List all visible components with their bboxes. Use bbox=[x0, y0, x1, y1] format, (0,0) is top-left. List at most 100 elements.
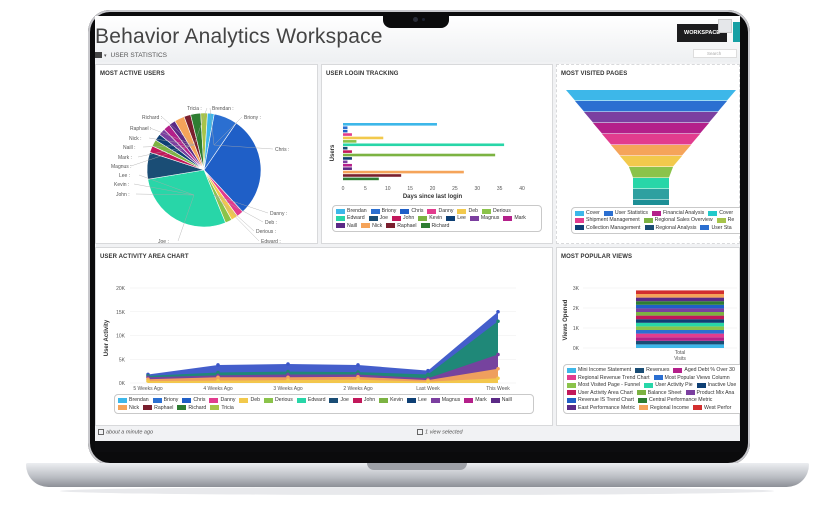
legend-swatch bbox=[637, 397, 647, 403]
legend-item[interactable]: Derious bbox=[481, 208, 511, 214]
legend-item[interactable]: John bbox=[391, 215, 414, 221]
legend-item[interactable]: West Perfor bbox=[693, 405, 731, 412]
legend-swatch bbox=[644, 225, 654, 231]
legend-item[interactable]: Inactive Use bbox=[696, 382, 736, 389]
legend-label: Raphael bbox=[154, 404, 174, 411]
legend-item[interactable]: Edward bbox=[336, 215, 365, 221]
legend-swatch bbox=[379, 397, 389, 403]
pie-leader-line bbox=[209, 107, 215, 146]
menu-icon[interactable] bbox=[95, 52, 102, 59]
panel-most-popular-views[interactable]: MOST POPULAR VIEWS 0K 1K 2K 3K Total Visits Vi… bbox=[556, 247, 740, 426]
legend-item[interactable]: Central Performance Metric bbox=[637, 397, 712, 404]
legend-item[interactable]: User Activity Pie bbox=[644, 382, 693, 389]
breadcrumb[interactable]: ▾ USER STATISTICS bbox=[95, 52, 167, 59]
legend-item[interactable]: Lee bbox=[407, 397, 427, 404]
x-tick-label: 0 bbox=[342, 186, 345, 192]
panel-most-visited-pages[interactable]: MOST VISITED PAGES Cover User Statistics F… bbox=[556, 64, 740, 244]
legend-item[interactable]: Richard bbox=[420, 223, 449, 229]
legend-item[interactable]: Revenues bbox=[635, 367, 669, 374]
legend-item[interactable]: Brendan bbox=[336, 208, 367, 214]
legend-item[interactable]: Re bbox=[716, 217, 734, 223]
selection-status: 1 view selected bbox=[417, 429, 463, 435]
legend-item[interactable]: Cover bbox=[708, 210, 733, 216]
legend-item[interactable]: Deb bbox=[457, 208, 478, 214]
stacked-segment bbox=[636, 312, 724, 316]
legend-item[interactable]: Tricia bbox=[210, 405, 234, 412]
area-series bbox=[148, 378, 498, 383]
workspace-button[interactable]: WORKSPACE bbox=[677, 24, 727, 42]
legend-swatch bbox=[567, 382, 576, 388]
area-point bbox=[496, 366, 500, 371]
legend-swatch bbox=[368, 215, 378, 221]
x-tick-label: 5 bbox=[364, 186, 367, 192]
x-tick-label: 25 bbox=[452, 186, 458, 192]
legend-item[interactable]: Chris bbox=[182, 397, 205, 404]
legend-item[interactable]: Kevin bbox=[418, 215, 442, 221]
legend-item[interactable]: Danny bbox=[209, 397, 235, 404]
legend-swatch bbox=[481, 208, 491, 214]
legend-item[interactable]: Product Mix Ana bbox=[685, 390, 734, 397]
header-menu-button[interactable] bbox=[718, 19, 732, 33]
legend-item[interactable]: Raphael bbox=[386, 223, 417, 229]
legend-item[interactable]: John bbox=[352, 397, 375, 404]
legend-item[interactable]: User Statistics bbox=[603, 210, 648, 216]
legend-item[interactable]: Naill bbox=[490, 397, 512, 404]
legend-item[interactable]: Naill bbox=[336, 223, 357, 229]
legend-item[interactable]: Magnus bbox=[469, 215, 499, 221]
legend-item[interactable]: Mark bbox=[464, 397, 487, 404]
legend-item[interactable]: Richard bbox=[177, 405, 206, 412]
panel-user-login-tracking[interactable]: USER LOGIN TRACKING 0 5 10 15 20 25 30 35 40 Days… bbox=[321, 64, 553, 244]
checkbox-icon[interactable] bbox=[417, 429, 423, 435]
legend-item[interactable]: Edward bbox=[296, 397, 325, 404]
legend-item[interactable]: Danny bbox=[427, 208, 453, 214]
search-input[interactable]: Search bbox=[693, 49, 737, 58]
area-point bbox=[286, 378, 290, 382]
legend-swatch bbox=[673, 367, 683, 373]
panel-most-active-users[interactable]: MOST ACTIVE USERS Tricia : Brendan : Brion… bbox=[95, 64, 318, 245]
legend-item[interactable]: Regional Income bbox=[639, 405, 689, 412]
legend-item[interactable]: Cover bbox=[575, 210, 600, 216]
legend-item[interactable]: Joe bbox=[329, 397, 349, 404]
legend-item[interactable]: Balance Sheet bbox=[636, 390, 682, 397]
funnel-band bbox=[584, 112, 718, 123]
legend-item[interactable]: Revenue IS Trend Chart bbox=[567, 397, 634, 404]
refresh-icon[interactable] bbox=[98, 429, 104, 435]
legend-item[interactable]: Magnus bbox=[430, 397, 460, 404]
y-tick-label: 5K bbox=[119, 357, 126, 363]
legend-item[interactable]: Chris bbox=[400, 208, 423, 214]
legend-item[interactable]: Regional Revenue Trend Chart bbox=[567, 375, 650, 382]
legend-item[interactable]: Nick bbox=[361, 223, 382, 229]
legend-item[interactable]: Shipment Management bbox=[575, 217, 640, 223]
legend-label: Revenue IS Trend Chart bbox=[578, 397, 634, 404]
legend-item[interactable]: Aged Debt % Over 30 bbox=[673, 367, 735, 374]
panel-user-activity-area[interactable]: USER ACTIVITY AREA CHART 0K 5K 10K 15K 20K 5 … bbox=[95, 247, 553, 426]
legend-item[interactable]: User Sta bbox=[700, 225, 732, 231]
legend-item[interactable]: Regional Analysis bbox=[644, 225, 696, 231]
legend-label: Chris bbox=[411, 208, 424, 215]
legend-item[interactable]: Regional Sales Overview bbox=[643, 217, 713, 223]
accent-tab[interactable] bbox=[733, 22, 740, 42]
legend-swatch bbox=[370, 208, 380, 214]
legend-item[interactable]: Deb bbox=[239, 397, 260, 404]
legend-item[interactable]: Brendan bbox=[118, 397, 149, 404]
legend-item[interactable]: Nick bbox=[118, 405, 139, 412]
legend-item[interactable]: Mini Income Statement bbox=[567, 367, 631, 374]
legend-item[interactable]: Most Visited Page - Funnel bbox=[567, 382, 640, 389]
legend-swatch bbox=[643, 217, 653, 223]
legend-item[interactable]: Collection Management bbox=[575, 225, 641, 231]
legend-item[interactable]: Briony bbox=[370, 208, 396, 214]
legend-item[interactable]: Most Popular Views Column bbox=[653, 375, 730, 382]
legend-item[interactable]: Joe bbox=[368, 215, 388, 221]
legend-item[interactable]: Derious bbox=[263, 397, 293, 404]
legend-item[interactable]: Mark bbox=[503, 215, 526, 221]
legend-item[interactable]: Lee bbox=[446, 215, 466, 221]
legend-item[interactable]: Financial Analysis bbox=[652, 210, 704, 216]
legend-item[interactable]: User Activity Area Chart bbox=[567, 390, 633, 397]
legend-label: Kevin bbox=[429, 215, 443, 222]
legend-item[interactable]: East Performance Metric bbox=[567, 405, 635, 412]
legend-item[interactable]: Raphael bbox=[143, 405, 173, 412]
legend-swatch bbox=[177, 405, 187, 411]
legend-item[interactable]: Briony bbox=[152, 397, 178, 404]
legend-item[interactable]: Kevin bbox=[379, 397, 403, 404]
legend-swatch bbox=[336, 208, 345, 214]
